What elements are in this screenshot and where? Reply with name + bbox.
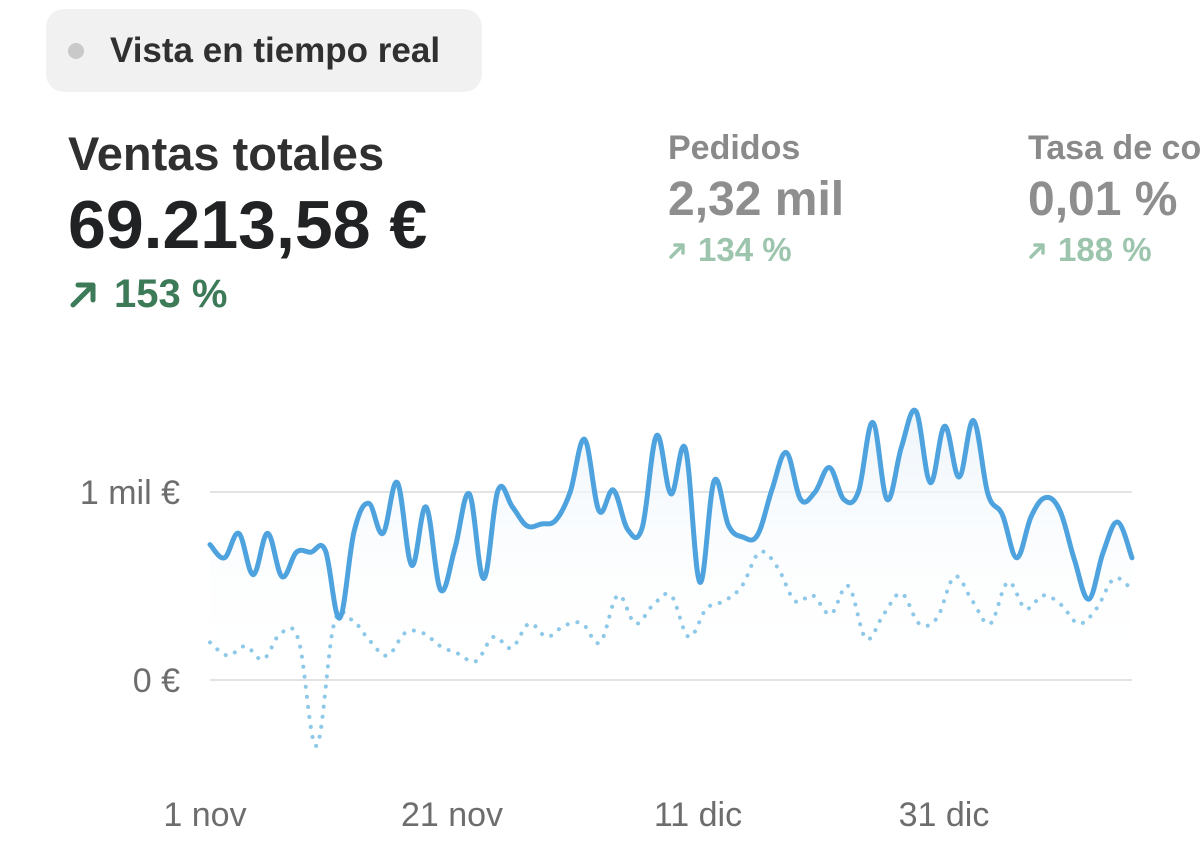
- y-tick-label: 1 mil €: [80, 474, 180, 512]
- trend-up-icon: [669, 243, 685, 259]
- metric-conversion-rate[interactable]: Tasa de conversión 0,01 % 188 %: [1028, 126, 1200, 270]
- total-sales-change-value: 153 %: [114, 272, 228, 316]
- metric-orders[interactable]: Pedidos 2,32 mil 134 %: [668, 126, 844, 270]
- x-tick-label: 21 nov: [401, 796, 503, 834]
- orders-value: 2,32 mil: [668, 173, 845, 226]
- conversion-change: 188 %: [1028, 230, 1200, 270]
- x-tick-label: 31 dic: [899, 796, 990, 834]
- orders-change-value: 134 %: [698, 231, 792, 268]
- orders-title: Pedidos: [668, 129, 801, 167]
- y-tick-label: 0 €: [133, 662, 180, 700]
- metric-total-sales[interactable]: Ventas totales 69.213,58 € 153 %: [68, 125, 427, 319]
- conversion-value: 0,01 %: [1028, 173, 1178, 226]
- sales-chart[interactable]: 1 mil € 0 € 1 nov 21 nov 11 dic 31 dic: [0, 360, 1200, 861]
- trend-up-icon: [70, 282, 96, 308]
- sales-line-chart: 1 mil € 0 € 1 nov 21 nov 11 dic 31 dic: [80, 407, 1135, 834]
- orders-change: 134 %: [668, 230, 844, 270]
- total-sales-title: Ventas totales: [68, 127, 385, 180]
- conversion-change-value: 188 %: [1058, 231, 1152, 268]
- live-view-label: Vista en tiempo real: [110, 30, 441, 70]
- live-view-button[interactable]: Vista en tiempo real: [46, 9, 482, 92]
- current-period-line: [207, 407, 1135, 621]
- trend-up-icon: [1029, 243, 1045, 259]
- previous-period-line: [208, 549, 1134, 748]
- x-tick-label: 11 dic: [654, 796, 742, 834]
- conversion-title: Tasa de conversión: [1028, 129, 1200, 167]
- x-tick-label: 1 nov: [163, 796, 246, 834]
- status-dot-icon: [68, 42, 84, 59]
- area-fill: [210, 410, 1132, 680]
- total-sales-change: 153 %: [68, 269, 427, 319]
- total-sales-value: 69.213,58 €: [68, 187, 428, 263]
